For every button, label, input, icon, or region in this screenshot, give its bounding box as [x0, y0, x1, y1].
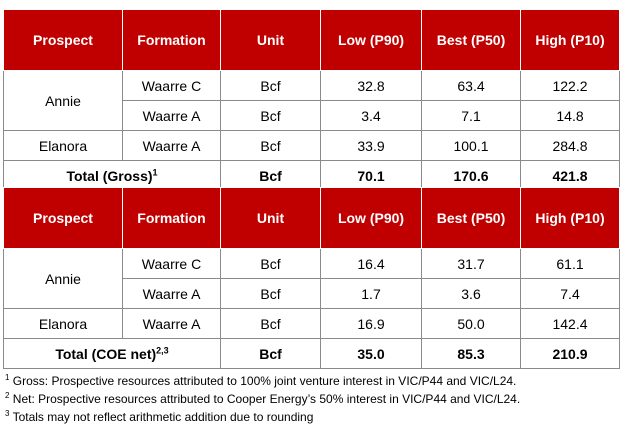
formation-cell: Waarre A [122, 308, 221, 339]
formation-cell: Waarre C [122, 70, 221, 101]
best-cell: 50.0 [421, 308, 521, 339]
low-cell: 32.8 [320, 70, 422, 101]
footnote-ref: 1 [152, 166, 158, 177]
header-formation: Formation [122, 9, 221, 71]
unit-cell: Bcf [220, 248, 321, 279]
header-high: High (P10) [520, 9, 620, 71]
total-row: Total (Gross)1 Bcf 70.1 170.6 421.8 [3, 160, 620, 191]
total-label-cell: Total (COE net)2,3 [3, 338, 221, 369]
table-header-row: Prospect Formation Unit Low (P90) Best (… [3, 187, 620, 249]
header-best: Best (P50) [421, 187, 521, 249]
best-cell: 63.4 [421, 70, 521, 101]
unit-cell: Bcf [220, 308, 321, 339]
low-cell: 3.4 [320, 100, 422, 131]
total-label: Total (COE net) [55, 345, 157, 362]
formation-cell: Waarre A [122, 100, 221, 131]
header-low: Low (P90) [320, 187, 422, 249]
high-cell: 284.8 [520, 130, 620, 161]
total-low-cell: 70.1 [320, 160, 422, 191]
footnote-ref: 2,3 [156, 344, 169, 355]
high-cell: 122.2 [520, 70, 620, 101]
high-cell: 142.4 [520, 308, 620, 339]
header-prospect: Prospect [3, 187, 123, 249]
table-header-row: Prospect Formation Unit Low (P90) Best (… [3, 9, 620, 71]
footnote: 2 Net: Prospective resources attributed … [5, 390, 520, 408]
gross-resources-table: Prospect Formation Unit Low (P90) Best (… [3, 9, 620, 191]
footnote-text: Gross: Prospective resources attributed … [9, 374, 517, 388]
prospect-cell: Annie [3, 248, 123, 309]
prospect-cell: Elanora [3, 308, 123, 339]
formation-cell: Waarre C [122, 248, 221, 279]
footnote-mark: 3 [5, 409, 10, 418]
unit-cell: Bcf [220, 100, 321, 131]
low-cell: 16.4 [320, 248, 422, 279]
total-low-cell: 35.0 [320, 338, 422, 369]
high-cell: 14.8 [520, 100, 620, 131]
footnote-text: Net: Prospective resources attributed to… [9, 392, 521, 406]
high-cell: 61.1 [520, 248, 620, 279]
table-row: Waarre A Bcf 3.4 7.1 14.8 [4, 100, 620, 131]
formation-cell: Waarre A [122, 278, 221, 309]
unit-cell: Bcf [220, 278, 321, 309]
prospect-cell: Annie [3, 70, 123, 131]
total-row: Total (COE net)2,3 Bcf 35.0 85.3 210.9 [3, 338, 620, 369]
low-cell: 33.9 [320, 130, 422, 161]
best-cell: 3.6 [421, 278, 521, 309]
header-prospect: Prospect [3, 9, 123, 71]
footnote: 1 Gross: Prospective resources attribute… [5, 372, 520, 390]
header-formation: Formation [122, 187, 221, 249]
high-cell: 7.4 [520, 278, 620, 309]
footnote-mark: 2 [5, 391, 10, 400]
total-label: Total (Gross) [66, 167, 153, 184]
footnote-text: Totals may not reflect arithmetic additi… [9, 410, 314, 424]
table-row: Waarre A Bcf 1.7 3.6 7.4 [4, 278, 620, 309]
total-label-cell: Total (Gross)1 [3, 160, 221, 191]
best-cell: 7.1 [421, 100, 521, 131]
best-cell: 100.1 [421, 130, 521, 161]
total-high-cell: 421.8 [520, 160, 620, 191]
table-row: Elanora Waarre A Bcf 33.9 100.1 284.8 [3, 130, 620, 161]
header-unit: Unit [220, 187, 321, 249]
header-unit: Unit [220, 9, 321, 71]
coe-net-resources-table: Prospect Formation Unit Low (P90) Best (… [3, 187, 620, 369]
table-row: Elanora Waarre A Bcf 16.9 50.0 142.4 [3, 308, 620, 339]
footnote-mark: 1 [5, 373, 10, 382]
total-best-cell: 85.3 [421, 338, 521, 369]
best-cell: 31.7 [421, 248, 521, 279]
total-unit-cell: Bcf [220, 160, 321, 191]
total-best-cell: 170.6 [421, 160, 521, 191]
total-high-cell: 210.9 [520, 338, 620, 369]
table-row: Annie Waarre C Bcf 16.4 31.7 61.1 [3, 248, 620, 309]
header-low: Low (P90) [320, 9, 422, 71]
low-cell: 1.7 [320, 278, 422, 309]
formation-cell: Waarre A [122, 130, 221, 161]
footnotes: 1 Gross: Prospective resources attribute… [5, 372, 520, 426]
header-high: High (P10) [520, 187, 620, 249]
unit-cell: Bcf [220, 70, 321, 101]
prospect-cell: Elanora [3, 130, 123, 161]
footnote: 3 Totals may not reflect arithmetic addi… [5, 408, 520, 426]
unit-cell: Bcf [220, 130, 321, 161]
table-row: Annie Waarre C Bcf 32.8 63.4 122.2 [3, 70, 620, 131]
header-best: Best (P50) [421, 9, 521, 71]
low-cell: 16.9 [320, 308, 422, 339]
total-unit-cell: Bcf [220, 338, 321, 369]
